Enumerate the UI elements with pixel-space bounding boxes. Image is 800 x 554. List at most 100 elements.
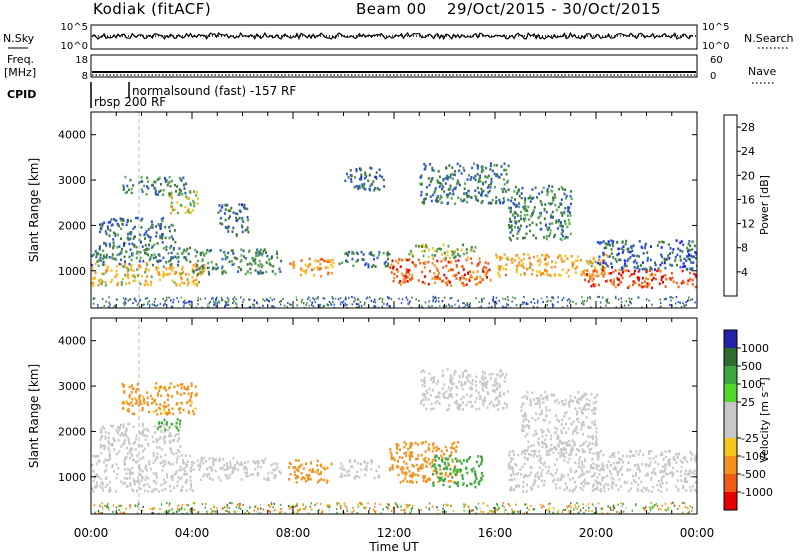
range-gate-cell [123, 476, 126, 480]
range-gate-cell [668, 464, 671, 467]
range-gate-cell [162, 265, 165, 268]
range-gate-cell [430, 178, 433, 181]
range-gate-cell [627, 286, 630, 289]
range-gate-cell [187, 301, 190, 304]
range-gate-cell [573, 443, 576, 447]
range-gate-cell [585, 397, 588, 401]
range-gate-cell [346, 510, 348, 513]
range-gate-cell [171, 395, 174, 398]
range-gate-cell [158, 224, 161, 228]
range-gate-cell [438, 447, 441, 451]
range-gate-cell [260, 459, 263, 462]
range-gate-cell [158, 490, 161, 493]
range-gate-cell [178, 422, 181, 425]
range-gate-cell [476, 277, 478, 280]
range-gate-cell [654, 472, 657, 475]
range-gate-cell [101, 280, 104, 283]
range-gate-cell [601, 462, 604, 465]
range-gate-cell [560, 423, 563, 426]
range-gate-cell [140, 219, 143, 222]
range-gate-cell [420, 190, 423, 194]
range-gate-cell [226, 474, 229, 478]
range-gate-cell [610, 272, 612, 275]
range-gate-cell [670, 471, 673, 474]
range-gate-cell [609, 279, 612, 282]
range-gate-cell [438, 247, 441, 251]
range-gate-cell [153, 253, 156, 256]
range-gate-cell [444, 182, 447, 185]
range-gate-cell [548, 408, 551, 412]
range-gate-cell [403, 509, 405, 512]
range-gate-cell [119, 258, 122, 262]
range-gate-cell [176, 457, 178, 461]
range-gate-cell [594, 512, 596, 514]
range-gate-cell [262, 508, 265, 511]
range-gate-cell [449, 192, 451, 195]
range-gate-cell [595, 435, 597, 439]
range-gate-cell [357, 505, 360, 508]
range-gate-cell [581, 448, 584, 451]
range-gate-cell [522, 302, 524, 305]
range-gate-cell [167, 461, 170, 464]
range-gate-cell [596, 240, 599, 244]
range-gate-cell [535, 397, 538, 400]
range-gate-cell [570, 254, 573, 258]
range-gate-cell [524, 197, 527, 200]
range-gate-cell [176, 201, 179, 204]
range-gate-cell [606, 301, 608, 304]
range-gate-cell [620, 297, 622, 300]
range-gate-cell [375, 469, 378, 473]
range-gate-cell [189, 398, 192, 402]
range-gate-cell [103, 427, 106, 430]
range-gate-cell [164, 510, 166, 513]
range-gate-cell [449, 389, 452, 392]
range-gate-cell [300, 259, 303, 262]
range-gate-cell [636, 276, 639, 280]
range-gate-cell [301, 298, 303, 301]
range-gate-cell [348, 460, 351, 464]
range-gate-cell [495, 296, 498, 299]
range-gate-cell [208, 302, 211, 305]
range-gate-cell [123, 511, 125, 514]
range-gate-cell [574, 259, 577, 263]
range-gate-cell [115, 269, 118, 273]
range-gate-cell [601, 478, 604, 482]
range-gate-cell [644, 277, 647, 280]
range-gate-cell [306, 301, 308, 304]
range-gate-cell [498, 394, 501, 397]
range-gate-cell [304, 263, 307, 267]
range-gate-cell [264, 299, 266, 302]
range-gate-cell [695, 264, 697, 268]
range-gate-cell [434, 199, 437, 202]
range-gate-cell [396, 447, 399, 450]
range-gate-cell [393, 458, 396, 462]
range-gate-cell [129, 484, 132, 488]
range-gate-cell [484, 273, 487, 277]
range-gate-cell [449, 260, 452, 264]
range-gate-cell [276, 256, 279, 259]
range-gate-cell [676, 456, 679, 459]
range-gate-cell [189, 479, 192, 482]
range-gate-cell [562, 230, 564, 233]
range-gate-cell [439, 197, 442, 201]
range-gate-cell [292, 505, 294, 508]
range-gate-cell [289, 506, 292, 509]
range-gate-cell [257, 460, 260, 463]
range-gate-cell [648, 299, 650, 302]
range-gate-cell [446, 280, 449, 284]
range-gate-cell [98, 245, 101, 248]
range-gate-cell [562, 474, 565, 478]
range-gate-cell [547, 469, 550, 472]
range-gate-cell [183, 508, 186, 511]
range-gate-cell [428, 248, 430, 252]
range-gate-cell [207, 266, 210, 270]
range-gate-cell [537, 259, 540, 263]
range-gate-cell [131, 488, 134, 491]
range-gate-cell [326, 481, 329, 484]
range-gate-cell [551, 196, 554, 199]
range-gate-cell [690, 489, 693, 492]
range-gate-cell [300, 268, 303, 272]
range-gate-cell [168, 411, 171, 415]
range-gate-cell [360, 305, 363, 308]
range-gate-cell [587, 403, 590, 406]
